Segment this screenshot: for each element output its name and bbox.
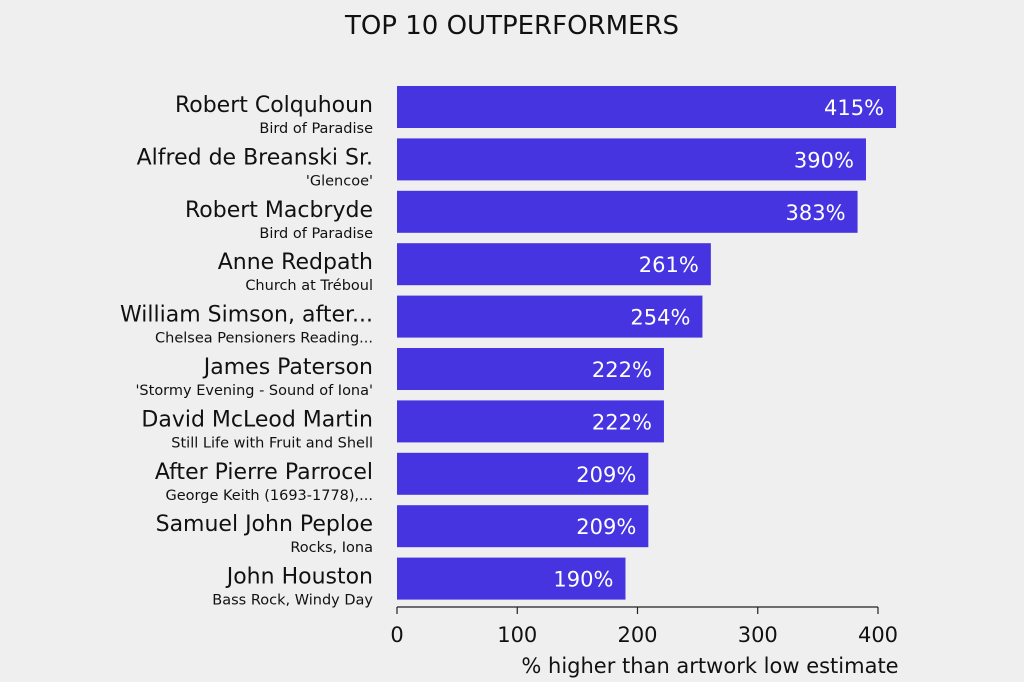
artist-label: Alfred de Breanski Sr. — [137, 145, 373, 170]
artist-label: Samuel John Peploe — [156, 512, 373, 537]
x-axis-title: % higher than artwork low estimate — [521, 654, 898, 678]
x-tick-label: 400 — [858, 623, 898, 647]
x-tick-label: 0 — [390, 623, 403, 647]
bar-value-label: 383% — [786, 201, 846, 225]
bar-1 — [397, 86, 897, 128]
bar-value-label: 261% — [639, 253, 699, 277]
artist-label: After Pierre Parrocel — [155, 460, 373, 485]
artwork-label: 'Stormy Evening - Sound of Iona' — [135, 383, 373, 399]
artist-label: James Paterson — [202, 355, 373, 380]
artwork-label: Still Life with Fruit and Shell — [171, 435, 373, 451]
bar-value-label: 222% — [592, 410, 652, 434]
bar-4 — [397, 243, 711, 286]
artist-label: David McLeod Martin — [141, 407, 373, 432]
artist-label: John Houston — [225, 565, 373, 590]
bar-value-label: 415% — [824, 96, 884, 120]
artwork-label: Chelsea Pensioners Reading... — [155, 331, 373, 347]
bar-6 — [397, 348, 664, 390]
bar-9 — [397, 505, 649, 548]
bar-8 — [397, 452, 649, 495]
bar-10 — [397, 557, 626, 600]
x-axis: 0 100 200 300 400 — [390, 606, 898, 647]
artist-label: Robert Macbryde — [185, 198, 373, 223]
artwork-label: George Keith (1693-1778),... — [166, 488, 373, 504]
artwork-label: Bird of Paradise — [259, 121, 373, 137]
artwork-label: Church at Tréboul — [245, 278, 373, 294]
artist-label: William Simson, after... — [120, 303, 373, 328]
artwork-label: Bass Rock, Windy Day — [212, 593, 373, 609]
bar-2 — [397, 138, 866, 181]
bar-7 — [397, 400, 664, 443]
artist-label: Anne Redpath — [218, 250, 373, 275]
bar-value-label: 222% — [592, 358, 652, 382]
artist-label: Robert Colquhoun — [175, 93, 373, 118]
bar-value-label: 209% — [576, 515, 636, 539]
bar-value-label: 190% — [553, 568, 613, 592]
bar-value-label: 254% — [630, 306, 690, 330]
artwork-label: Bird of Paradise — [259, 226, 373, 242]
bar-group: 415% 390% 383% 261% 254% 222% 222% 209% 209% 190% — [397, 86, 897, 600]
x-tick-label: 200 — [617, 623, 657, 647]
x-tick-label: 300 — [738, 623, 778, 647]
bar-value-label: 209% — [576, 463, 636, 487]
chart-title: TOP 10 OUTPERFORMERS — [344, 11, 679, 41]
bar-value-label: 390% — [794, 148, 854, 172]
x-tick-label: 100 — [497, 623, 537, 647]
bar-5 — [397, 295, 703, 338]
artwork-label: 'Glencoe' — [306, 173, 373, 189]
category-labels: Robert Colquhoun Bird of Paradise Alfred d… — [120, 93, 373, 609]
artwork-label: Rocks, Iona — [290, 540, 373, 556]
bar-3 — [397, 190, 858, 233]
